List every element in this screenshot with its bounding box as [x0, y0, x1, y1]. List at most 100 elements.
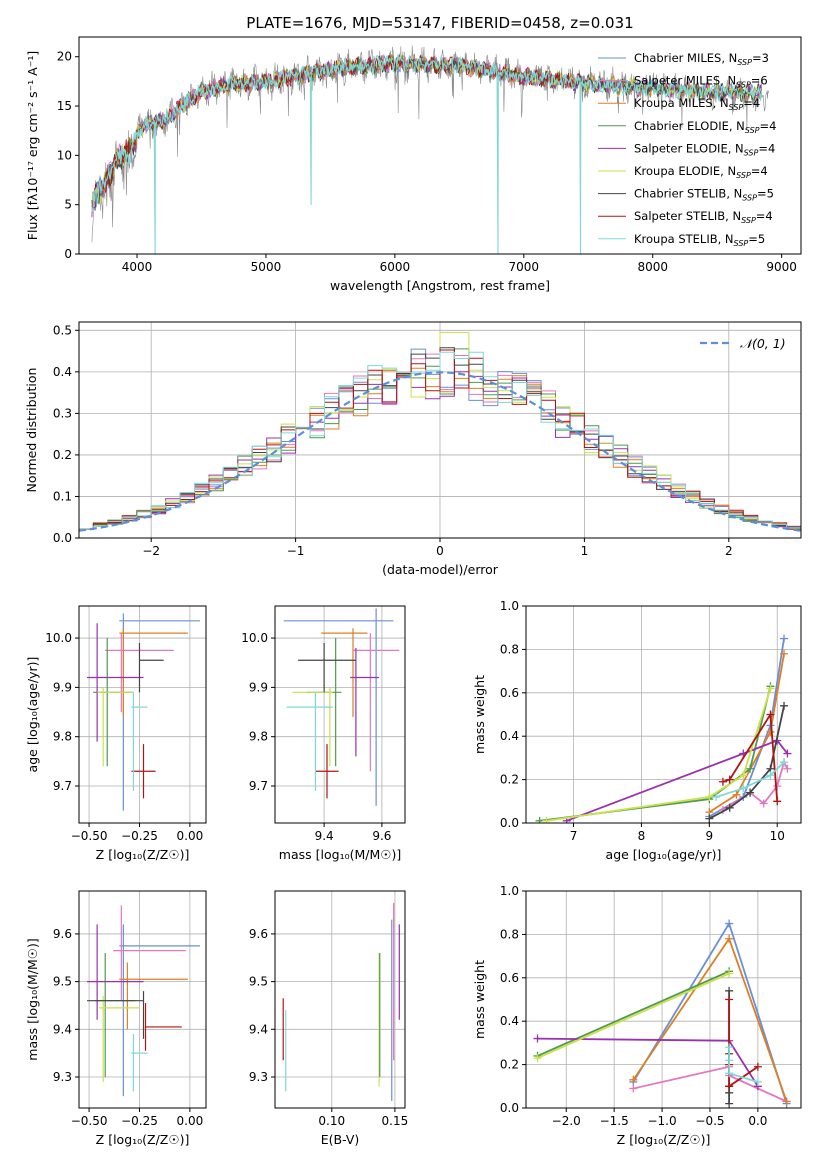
- x-tick-label: −1.5: [600, 1114, 629, 1128]
- x-tick-label: 6000: [380, 260, 411, 274]
- x-tick-label: 9.4: [315, 829, 334, 843]
- y-tick-label: 9.7: [249, 779, 268, 793]
- y-tick-label: 10: [57, 148, 72, 162]
- weight-marker: [773, 797, 782, 806]
- weight-marker: [725, 1056, 734, 1065]
- weight-series-line: [537, 972, 730, 1059]
- weight-marker: [753, 1077, 762, 1086]
- weight-series-line: [537, 970, 730, 1057]
- weight-marker: [725, 1069, 734, 1078]
- y-tick-label: 9.9: [53, 680, 72, 694]
- weight-marker: [759, 799, 768, 808]
- legend-entry: Salpeter ELODIE, NSSP=4: [634, 141, 775, 157]
- weight-series-line: [722, 711, 779, 802]
- weight-series-line: [546, 688, 772, 822]
- y-tick-label: 9.9: [249, 680, 268, 694]
- x-tick-label: −0.50: [71, 829, 108, 843]
- y-axis-label: mass weight: [472, 675, 487, 754]
- weight-marker: [780, 649, 789, 658]
- legend-entry: Kroupa MILES, NSSP=4: [634, 96, 760, 112]
- plot-area: [91, 45, 769, 254]
- y-tick-label: 0.0: [500, 816, 519, 830]
- legend-entry: Chabrier STELIB, NSSP=5: [634, 187, 774, 203]
- weight-series-line: [728, 999, 759, 1088]
- plot-area: [87, 613, 200, 811]
- y-tick-label: 0.3: [53, 406, 72, 420]
- x-axis-label: E(B-V): [321, 1132, 360, 1147]
- y-tick-label: 15: [57, 99, 72, 113]
- y-tick-label: 5: [64, 198, 72, 212]
- y-tick-label: 10.0: [45, 631, 72, 645]
- normal-reference-curve: [79, 371, 801, 532]
- y-tick-label: 9.7: [53, 779, 72, 793]
- weight-marker: [533, 1034, 542, 1043]
- x-tick-label: 9: [706, 829, 714, 843]
- x-tick-label: 8: [638, 829, 646, 843]
- x-tick-label: −0.5: [695, 1114, 724, 1128]
- y-axis-label: Normed distribution: [24, 368, 39, 493]
- x-tick-label: 0.10: [318, 1114, 345, 1128]
- y-axis-label: mass weight: [472, 960, 487, 1039]
- x-axis-label: wavelength [Angstrom, rest frame]: [330, 278, 550, 293]
- weight-marker: [739, 784, 748, 793]
- weight-marker: [629, 1084, 638, 1093]
- legend-entry: Chabrier ELODIE, NSSP=4: [634, 119, 776, 135]
- y-tick-label: 0.1: [53, 489, 72, 503]
- legend-entry: Salpeter MILES, NSSP=6: [634, 74, 768, 90]
- weight-series-line: [566, 739, 789, 822]
- y-tick-label: 20: [57, 50, 72, 64]
- weight-series-line: [728, 1047, 759, 1083]
- y-tick-label: 9.6: [249, 927, 268, 941]
- weight-marker: [533, 1054, 542, 1063]
- age-vs-mass-panel: 9.4 9.6 9.7 9.8 9.9 10.0 mass [log₁₀(M/M☉)]: [241, 605, 406, 862]
- y-tick-label: 10.0: [241, 631, 268, 645]
- weight-marker: [782, 1097, 791, 1106]
- x-tick-label: −2.0: [552, 1114, 581, 1128]
- mass-vs-ebv-panel: 0.10 0.15 9.3 9.4 9.5 9.6 E(B-V): [249, 890, 409, 1147]
- axes-frame: [274, 890, 406, 1109]
- weight-marker: [725, 986, 734, 995]
- x-tick-label: 5000: [251, 260, 282, 274]
- x-axis-label: mass [log₁₀(M/M☉)]: [279, 847, 401, 862]
- weight-marker: [766, 727, 775, 736]
- weight-series-line: [708, 638, 785, 818]
- x-tick-label: −1: [287, 544, 305, 558]
- x-axis-label: Z [log₁₀(Z/Z☉)]: [96, 847, 190, 862]
- y-tick-label: 0.4: [500, 1014, 519, 1028]
- y-tick-label: 1.0: [500, 599, 519, 613]
- x-tick-label: 0.0: [748, 1114, 767, 1128]
- y-tick-label: 9.3: [249, 1070, 268, 1084]
- y-tick-label: 1.0: [500, 884, 519, 898]
- x-axis-label: (data-model)/error: [382, 562, 499, 577]
- weight-marker: [725, 995, 734, 1004]
- x-tick-label: −0.25: [121, 1114, 158, 1128]
- y-tick-label: 0.2: [53, 448, 72, 462]
- y-tick-label: 0.2: [500, 1058, 519, 1072]
- spectrum-panel: 4000 5000 6000 7000 8000 9000 0 5 10 15 20 waveleng…: [25, 36, 802, 293]
- weight-marker: [783, 749, 792, 758]
- weight-marker: [753, 1062, 762, 1071]
- weight-marker: [783, 764, 792, 773]
- model-spectrum-line: [91, 54, 763, 254]
- axes-frame: [274, 605, 406, 824]
- axes-frame: [525, 605, 802, 824]
- y-tick-label: 0.0: [53, 531, 72, 545]
- x-tick-label: 1: [581, 544, 589, 558]
- y-tick-label: 9.8: [249, 730, 268, 744]
- weight-vs-metallicity-panel: −2.0 −1.5 −1.0 −0.5 0.0 0.0 0.2 0.4 0.6 0.8 1.0 Z […: [472, 884, 802, 1147]
- histogram-steps: [79, 351, 801, 538]
- y-tick-label: 0.4: [53, 365, 72, 379]
- x-tick-label: 0.00: [177, 1114, 204, 1128]
- weight-marker: [725, 969, 734, 978]
- weight-marker: [725, 934, 734, 943]
- plot-area: [535, 634, 792, 823]
- y-tick-label: 9.5: [53, 975, 72, 989]
- x-tick-label: 9000: [766, 260, 797, 274]
- legend-entry: Kroupa ELODIE, NSSP=4: [634, 164, 768, 180]
- weight-marker: [773, 782, 782, 791]
- y-tick-label: 9.3: [53, 1070, 72, 1084]
- legend-entry: Chabrier MILES, NSSP=3: [634, 51, 769, 67]
- y-tick-label: 0.6: [500, 971, 519, 985]
- x-tick-label: 0.15: [382, 1114, 409, 1128]
